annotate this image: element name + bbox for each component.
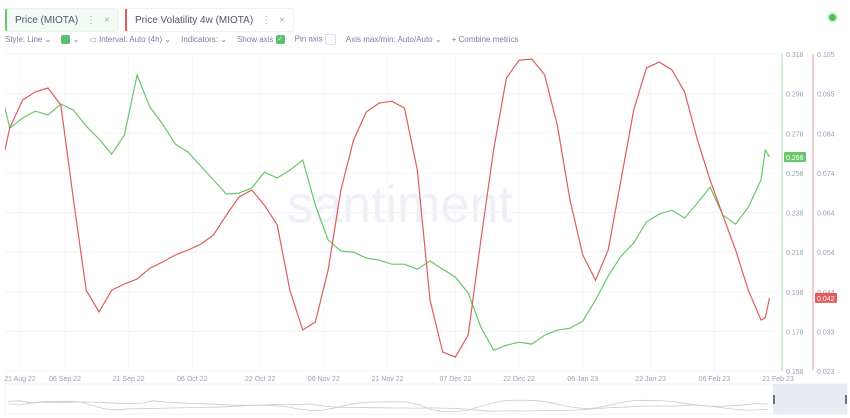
- tab-price[interactable]: Price (MIOTA) ⋮ ×: [5, 8, 119, 32]
- y-tick-label: 0.238: [786, 211, 804, 218]
- last-value-badge: [815, 292, 837, 303]
- x-tick-label: 06 Feb 23: [699, 376, 731, 383]
- more-icon[interactable]: ⋮: [261, 14, 272, 26]
- x-tick-label: 06 Jan 23: [567, 376, 598, 383]
- indicators-dropdown[interactable]: Indicators: ⌄: [181, 35, 227, 44]
- pin-axis-toggle[interactable]: Pin axis: [295, 34, 336, 45]
- last-value-label: 0.266: [786, 155, 804, 162]
- last-value-label: 0.042: [817, 296, 835, 303]
- y-tick-label: 0.074: [817, 171, 835, 178]
- y-tick-label: 0.318: [786, 52, 804, 59]
- navigator-selection[interactable]: [773, 384, 847, 414]
- y-tick-label: 0.198: [786, 290, 804, 297]
- series-line-volatility: [5, 58, 771, 358]
- x-tick-label: 21 Sep 22: [113, 376, 145, 383]
- x-tick-label: 06 Oct 22: [177, 376, 207, 383]
- x-tick-label: 22 Oct 22: [245, 376, 275, 383]
- navigator-line: [7, 400, 769, 412]
- navigator-handle-right[interactable]: [845, 395, 847, 404]
- x-tick-label: 07 Dec 22: [439, 376, 471, 383]
- combine-metrics-button[interactable]: + Combine metrics: [451, 35, 519, 44]
- axis-maxmin-dropdown[interactable]: Axis max/min: Auto/Auto ⌄: [345, 35, 442, 44]
- x-tick-label: 21 Nov 22: [372, 376, 404, 383]
- calendar-icon: ▭: [89, 35, 97, 44]
- x-tick-label: 22 Jan 23: [635, 376, 666, 383]
- x-tick-label: 21 Feb 23: [762, 376, 794, 383]
- interval-dropdown[interactable]: ▭ Interval: Auto (4h) ⌄: [89, 35, 172, 44]
- checkbox-checked-icon[interactable]: ✓: [275, 35, 285, 45]
- x-tick-label: 06 Nov 22: [308, 376, 340, 383]
- tab-volatility[interactable]: Price Volatility 4w (MIOTA) ⋮ ×: [125, 8, 295, 32]
- x-tick-label: 21 Aug 22: [4, 376, 36, 383]
- navigator[interactable]: [4, 383, 848, 415]
- checkbox-icon[interactable]: [324, 34, 336, 45]
- y-tick-label: 0.105: [817, 52, 835, 59]
- y-tick-label: 0.054: [817, 250, 835, 257]
- y-tick-label: 0.178: [786, 329, 804, 336]
- y-tick-label: 0.298: [786, 92, 804, 99]
- watermark: santiment: [287, 176, 513, 234]
- series-line-price: [5, 72, 771, 351]
- y-tick-label: 0.258: [786, 171, 804, 178]
- style-dropdown[interactable]: Style: Line ⌄: [5, 35, 52, 44]
- y-tick-label: 0.278: [786, 131, 804, 138]
- y-tick-label: 0.033: [817, 329, 835, 336]
- color-dropdown[interactable]: ⌄: [61, 35, 79, 45]
- live-indicator-icon: [829, 14, 836, 21]
- x-tick-label: 22 Dec 22: [503, 376, 535, 383]
- close-icon[interactable]: ×: [104, 14, 110, 26]
- navigator-handle-left[interactable]: [773, 395, 775, 404]
- color-swatch-icon: [61, 35, 71, 45]
- show-axis-toggle[interactable]: Show axis ✓: [236, 34, 285, 45]
- y-tick-label: 0.095: [817, 92, 835, 99]
- y-tick-label: 0.084: [817, 131, 835, 138]
- navigator-line: [7, 399, 769, 412]
- last-value-badge: [784, 152, 806, 163]
- tab-label: Price Volatility 4w (MIOTA): [135, 14, 254, 26]
- more-icon[interactable]: ⋮: [86, 14, 97, 26]
- x-tick-label: 06 Sep 22: [49, 376, 81, 383]
- tab-label: Price (MIOTA): [15, 14, 79, 26]
- y-tick-label: 0.023: [817, 369, 835, 376]
- close-icon[interactable]: ×: [279, 14, 286, 26]
- y-tick-label: 0.158: [786, 369, 804, 376]
- y-tick-label: 0.218: [786, 250, 804, 257]
- y-tick-label: 0.064: [817, 211, 835, 218]
